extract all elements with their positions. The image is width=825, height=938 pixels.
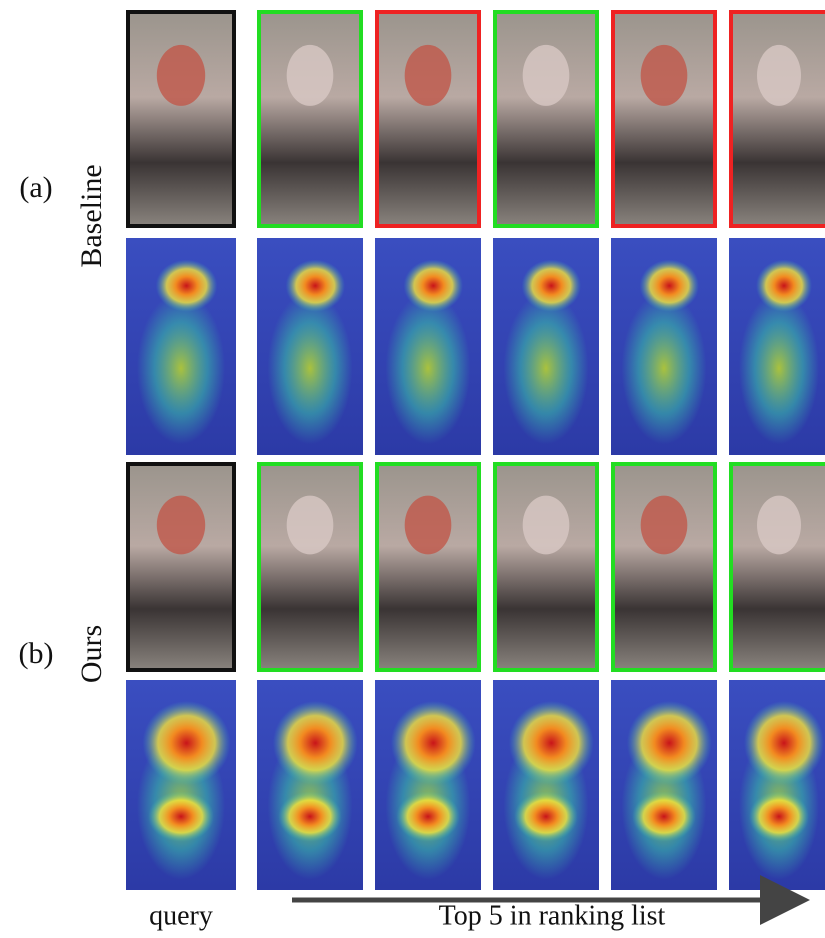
person-photo [611, 10, 717, 228]
person-figure [287, 496, 334, 555]
attention-peak [632, 791, 696, 841]
person-figure [157, 45, 205, 106]
row-label: (b) [19, 637, 54, 670]
person-photo [375, 10, 481, 228]
person-figure [157, 496, 205, 555]
row-name: Baseline [75, 164, 108, 267]
attention-peak [749, 791, 809, 841]
person-photo [611, 462, 717, 672]
attention-peak [514, 791, 578, 841]
person-figure [523, 45, 570, 106]
person-photo [257, 462, 363, 672]
image-grid [126, 10, 825, 890]
person-figure [287, 45, 334, 106]
column-caption: query [149, 900, 213, 931]
person-figure [757, 496, 801, 555]
person-photo [729, 462, 825, 672]
person-figure [757, 45, 801, 106]
attention-glow [739, 292, 819, 444]
page: (a) Baseline (b) Ours query Top 5 in ran… [0, 0, 825, 938]
attention-peak [148, 791, 214, 841]
attention-peak [509, 701, 594, 785]
attention-glow [504, 292, 589, 444]
person-photo [729, 10, 825, 228]
attention-peak [756, 260, 812, 312]
row-label: (a) [19, 171, 52, 204]
attention-peak [156, 260, 218, 312]
attention-peak [627, 701, 712, 785]
person-photo [493, 462, 599, 672]
person-figure [405, 496, 452, 555]
attention-peak [744, 701, 824, 785]
person-figure [523, 496, 570, 555]
attention-glow [137, 292, 225, 444]
attention-peak [286, 260, 345, 312]
attention-peak [273, 701, 358, 785]
row-name: Ours [75, 625, 108, 683]
attention-peak [404, 260, 463, 312]
attention-glow [386, 292, 471, 444]
attention-peak [143, 701, 231, 785]
person-photo [375, 462, 481, 672]
person-figure [641, 45, 688, 106]
person-figure [641, 496, 688, 555]
attention-glow [268, 292, 353, 444]
person-photo [126, 462, 236, 672]
person-figure [405, 45, 452, 106]
person-photo [493, 10, 599, 228]
attention-peak [522, 260, 581, 312]
figure: (a) Baseline (b) Ours query Top 5 in ran… [0, 0, 825, 938]
attention-glow [622, 292, 707, 444]
attention-peak [391, 701, 476, 785]
attention-peak [640, 260, 699, 312]
person-photo [257, 10, 363, 228]
attention-peak [278, 791, 342, 841]
column-caption: Top 5 in ranking list [439, 900, 666, 931]
person-photo [126, 10, 236, 228]
attention-peak [396, 791, 460, 841]
